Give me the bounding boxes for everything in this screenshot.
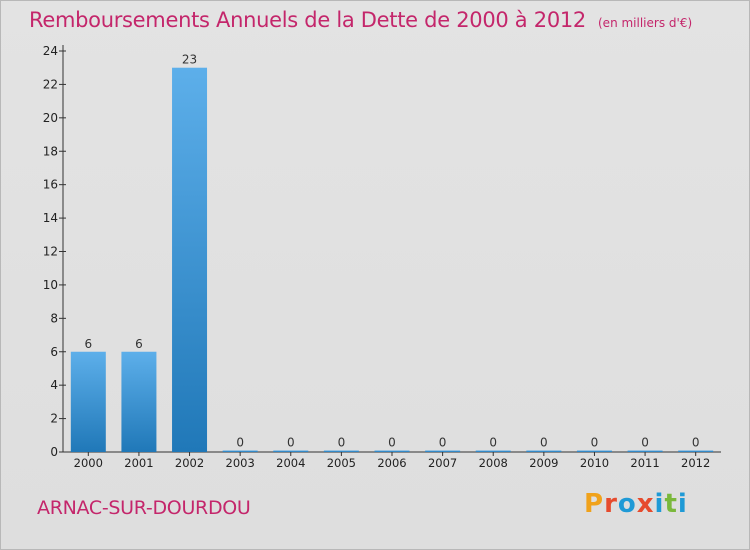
bar-2012 [678,450,714,452]
chart-title-text: Remboursements Annuels de la Dette de 20… [29,8,586,32]
data-label: 23 [182,53,197,67]
x-tick-label: 2007 [428,456,457,470]
bar-2011 [627,450,663,452]
logo-letter: x [636,489,655,519]
y-tick-label: 24 [43,44,58,58]
data-label: 6 [84,337,92,351]
y-tick-label: 16 [43,178,58,192]
x-tick-label: 2010 [580,456,609,470]
x-tick-label: 2011 [630,456,659,470]
y-tick-label: 22 [43,77,58,91]
logo-letter: P [584,489,605,519]
bar-2000 [70,351,106,452]
y-tick-label: 20 [43,111,58,125]
bar-2010 [576,450,612,452]
data-label: 0 [591,436,599,450]
x-tick-label: 2000 [74,456,103,470]
y-tick-label: 6 [50,345,58,359]
x-tick-label: 2004 [276,456,305,470]
bar-2009 [526,450,562,452]
x-tick-label: 2002 [175,456,204,470]
y-tick-label: 12 [43,245,58,259]
logo-letter: r [604,489,618,519]
data-label: 0 [489,436,497,450]
data-label: 6 [135,337,143,351]
commune-name: ARNAC-SUR-DOURDOU [37,497,251,519]
data-label: 0 [287,436,295,450]
x-tick-label: 2006 [377,456,406,470]
x-tick-label: 2001 [124,456,153,470]
data-label: 0 [236,436,244,450]
data-label: 0 [641,436,649,450]
bar-2005 [323,450,359,452]
data-label: 0 [692,436,700,450]
bar-2008 [475,450,511,452]
y-tick-label: 14 [43,211,58,225]
bar-2007 [425,450,461,452]
chart-bars [70,67,714,452]
chart-title: Remboursements Annuels de la Dette de 20… [29,8,692,32]
y-tick-label: 0 [50,445,58,459]
bar-2002 [172,67,208,452]
data-label: 0 [540,436,548,450]
logo-letter: t [664,489,678,519]
bar-2001 [121,351,157,452]
x-tick-label: 2008 [479,456,508,470]
y-tick-label: 8 [50,311,58,325]
x-tick-label: 2005 [327,456,356,470]
logo-letter: i [654,489,665,519]
chart-labels: 2000 6 2001 6 2002 23 2003 0 2004 0 2005 0 2006 0 2007… [74,53,711,470]
data-label: 0 [388,436,396,450]
y-tick-label: 4 [50,378,58,392]
x-tick-label: 2009 [529,456,558,470]
bar-2004 [273,450,309,452]
bar-2003 [222,450,258,452]
y-tick-label: 2 [50,412,58,426]
logo-letter: o [617,489,637,519]
data-label: 0 [439,436,447,450]
x-tick-label: 2003 [226,456,255,470]
y-tick-label: 10 [43,278,58,292]
bar-2006 [374,450,410,452]
x-tick-label: 2012 [681,456,710,470]
logo-letter: i [677,489,688,519]
y-tick-label: 18 [43,144,58,158]
chart-unit: (en milliers d'€) [598,16,693,30]
proxiti-logo: Proxiti [584,489,688,519]
data-label: 0 [338,436,346,450]
